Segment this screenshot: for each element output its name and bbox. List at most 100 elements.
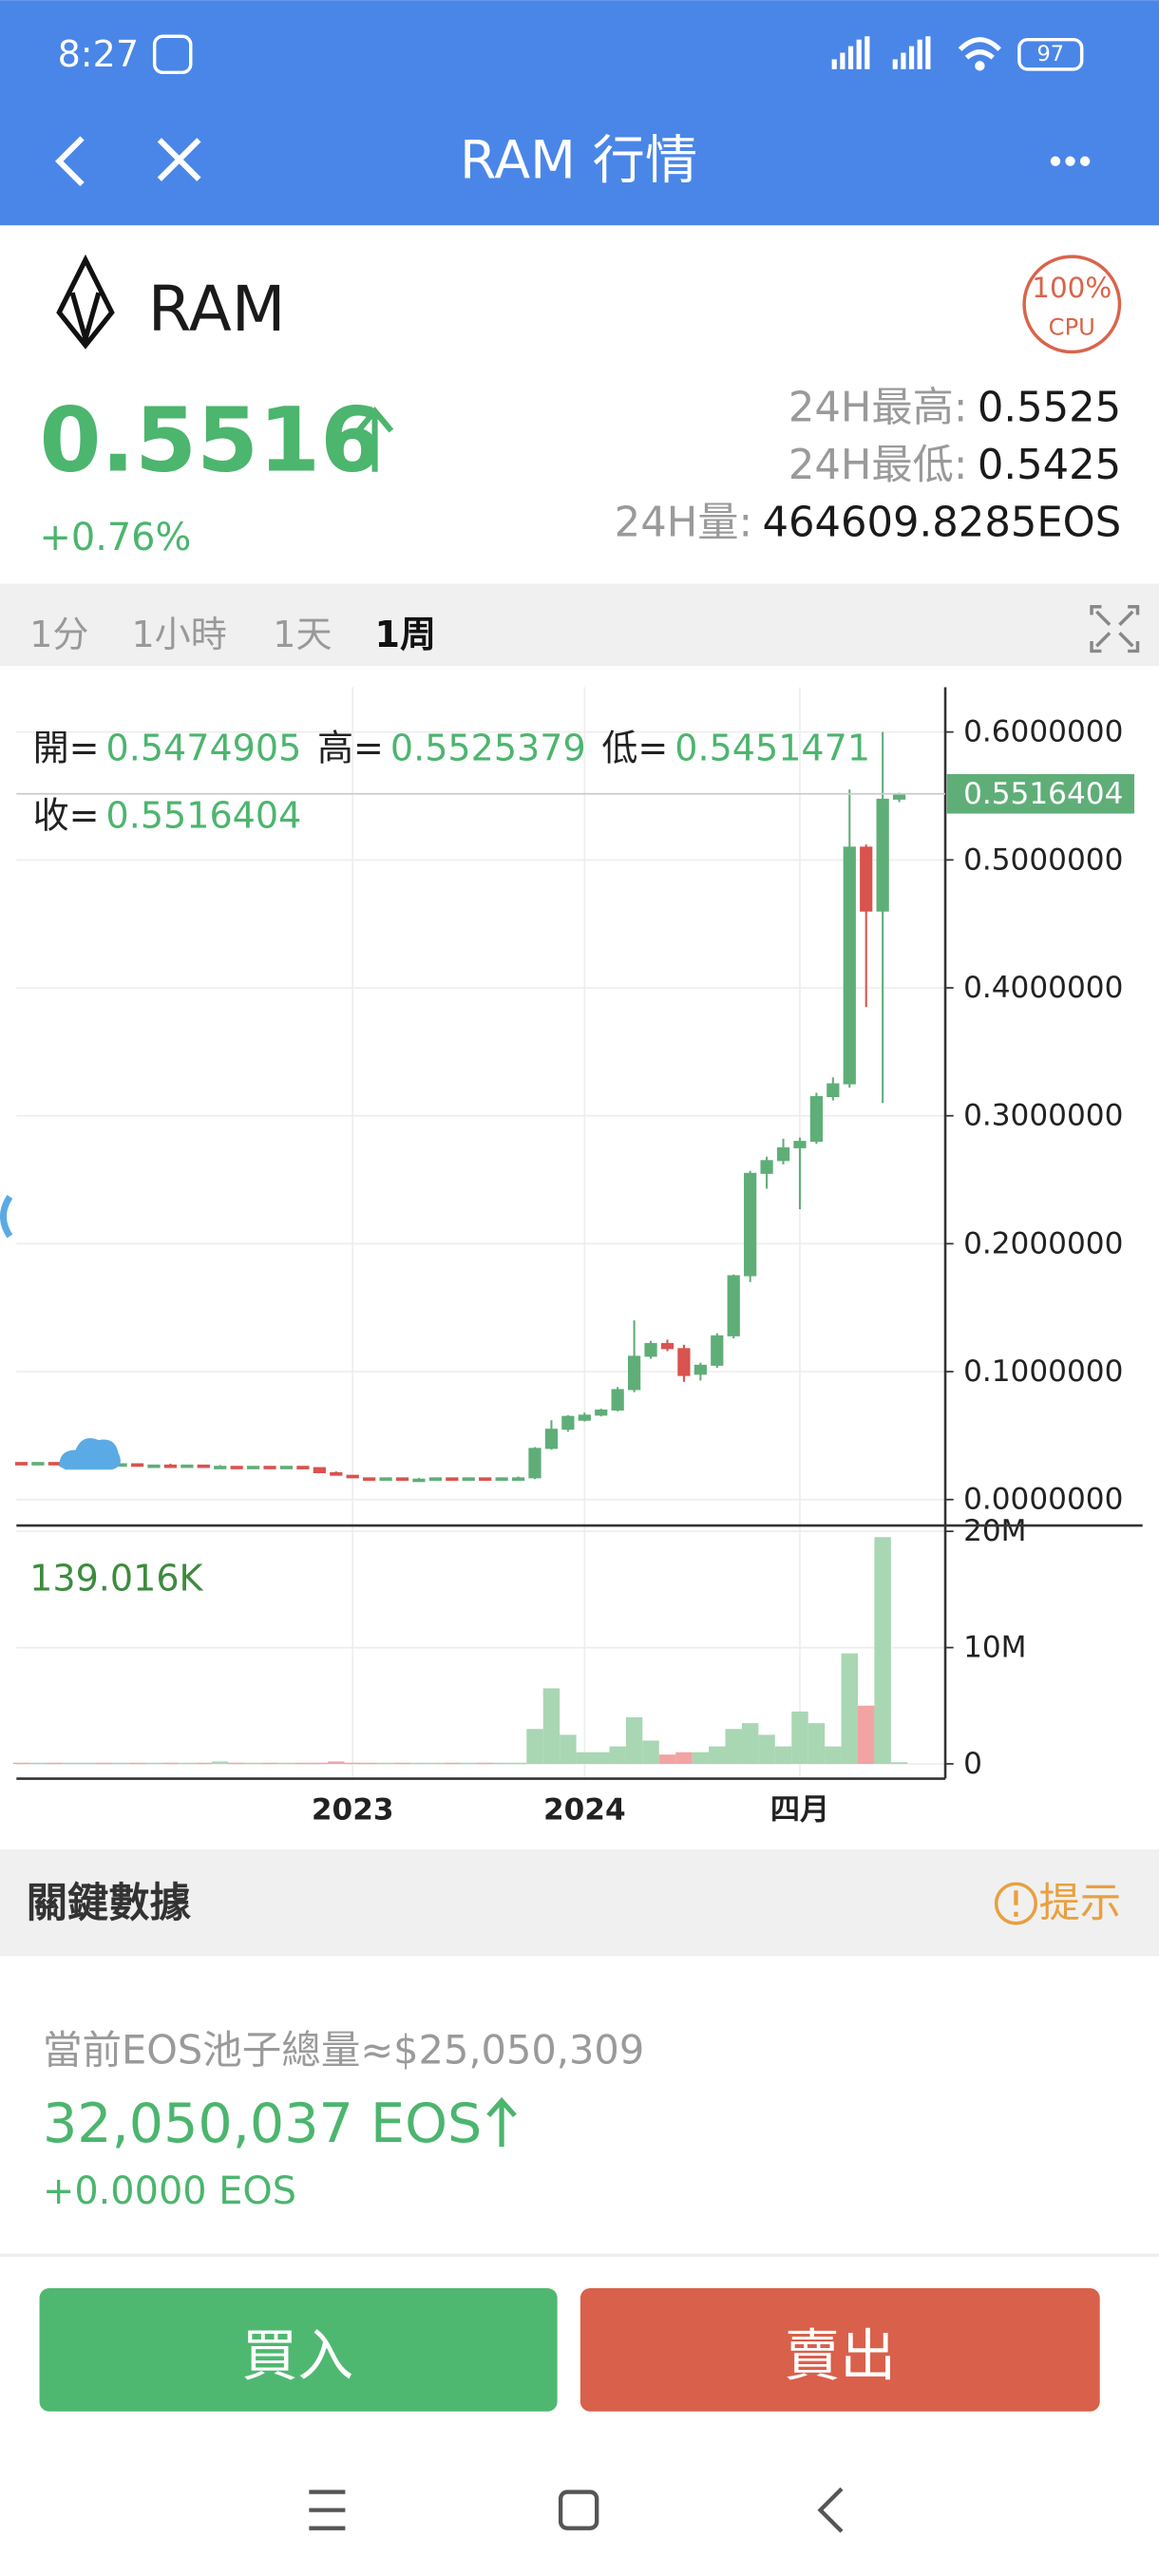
volume-bar	[874, 1537, 891, 1764]
volume-bar	[228, 1762, 245, 1765]
volume-bar	[609, 1746, 626, 1764]
stat-high: 24H最高: 0.5525	[788, 384, 1121, 431]
candle-body	[578, 1414, 591, 1421]
last-price-label: 0.5516404	[963, 777, 1123, 811]
tab[interactable]: 1分	[29, 614, 88, 655]
candle-body	[479, 1477, 492, 1481]
candle-body	[14, 1462, 28, 1466]
tab[interactable]: 1小時	[131, 614, 226, 655]
ohlc-readout: 收= 0.5516404	[33, 794, 302, 836]
pool-label: 當前EOS池子總量≈$25,050,309	[43, 2027, 644, 2074]
ohlc-name: 低=	[601, 728, 668, 769]
volume-bar	[63, 1762, 80, 1765]
volume-bar	[294, 1762, 312, 1765]
candle-body	[163, 1464, 178, 1468]
sell-label: 賣出	[784, 2322, 896, 2388]
candle-body	[860, 846, 873, 912]
candle-body	[528, 1448, 542, 1479]
ohlc-value: 0.5474905	[106, 728, 302, 769]
candle-body	[180, 1464, 194, 1468]
eos-logo	[56, 254, 115, 350]
x-tick-label: 2024	[543, 1792, 626, 1827]
hint-link[interactable]: 提示	[1039, 1880, 1122, 1927]
price: 0.5516	[40, 388, 383, 492]
candle-body	[677, 1348, 691, 1376]
candle-body	[644, 1342, 657, 1357]
stat-low: 24H最低: 0.5425	[788, 442, 1121, 489]
home-key[interactable]	[558, 2490, 599, 2530]
badge-bottom: CPU	[1049, 314, 1095, 341]
volume-bar	[709, 1746, 726, 1764]
candle-body	[48, 1462, 61, 1466]
cpu-badge[interactable]	[1022, 255, 1122, 354]
volume-bar	[79, 1762, 96, 1765]
hint-icon[interactable]	[994, 1882, 1037, 1925]
volume-bar	[675, 1752, 693, 1764]
stat-volume: 24H量: 464609.8285EOS	[615, 499, 1122, 546]
candle-body	[214, 1466, 227, 1469]
volume-bar	[460, 1762, 477, 1765]
volume-bar	[195, 1762, 213, 1765]
volume-bar	[311, 1762, 329, 1765]
status-icon	[152, 34, 193, 75]
y-tick-label: 0.0000000	[963, 1483, 1123, 1517]
ohlc-name: 高=	[317, 728, 384, 769]
x-tick-label: 2023	[312, 1792, 394, 1827]
y-tick-label: 0.6000000	[963, 715, 1123, 749]
up-arrow	[355, 407, 394, 472]
ohlc-readout: 開= 0.5474905	[33, 728, 302, 769]
tab[interactable]: 1周	[375, 614, 437, 655]
watermark-icon	[59, 1438, 121, 1470]
volume-bar	[162, 1762, 180, 1765]
volume-bar	[625, 1717, 643, 1764]
side-handle[interactable]	[0, 1195, 13, 1239]
menu-key[interactable]	[309, 2490, 346, 2530]
volume-bar	[758, 1734, 775, 1764]
candle-body	[793, 1141, 807, 1148]
buy-label: 買入	[241, 2322, 353, 2388]
volume-bar	[642, 1740, 659, 1764]
close-button[interactable]	[157, 138, 201, 181]
chart: 0.0000000 0.1000000 0.2000000 0.3000000 0.40…	[12, 687, 1143, 1827]
candle-body	[727, 1275, 740, 1336]
volume-bar	[526, 1729, 543, 1764]
token-name: RAM	[148, 273, 286, 346]
candle-body	[776, 1146, 790, 1162]
volume-bar	[658, 1754, 676, 1764]
candle-body	[279, 1466, 294, 1469]
candle-body	[760, 1160, 773, 1174]
volume-bar	[179, 1762, 196, 1765]
y-tick-label: 0.3000000	[963, 1099, 1123, 1133]
candle-body	[246, 1466, 260, 1469]
volume-bar	[12, 1762, 30, 1765]
ohlc-name: 開=	[33, 728, 100, 769]
back-key[interactable]	[817, 2487, 844, 2533]
tab[interactable]: 1天	[273, 614, 332, 655]
more-button[interactable]	[1050, 156, 1091, 166]
y2-tick-label: 10M	[963, 1631, 1026, 1665]
candle-body	[147, 1464, 161, 1468]
fullscreen-button[interactable]	[1090, 604, 1140, 653]
buy-button[interactable]	[39, 2288, 558, 2412]
candle-body	[561, 1415, 575, 1430]
sell-button[interactable]	[580, 2288, 1100, 2412]
y-tick-label: 0.4000000	[963, 971, 1123, 1005]
y2-tick-label: 0	[963, 1747, 982, 1781]
candle-body	[595, 1409, 608, 1416]
candle-body	[395, 1477, 409, 1481]
volume-bar	[542, 1688, 560, 1764]
ohlc-value: 0.5451471	[674, 728, 870, 769]
candle-body	[544, 1429, 559, 1449]
back-button[interactable]	[55, 136, 85, 187]
x-tick-label: 四月	[770, 1792, 829, 1827]
volume-bar	[328, 1761, 345, 1764]
volume-bar	[145, 1762, 162, 1765]
volume-bar	[212, 1761, 229, 1764]
volume-bar	[95, 1762, 113, 1765]
volume-bar	[560, 1734, 577, 1764]
candle-body	[711, 1335, 724, 1366]
volume-bar	[360, 1762, 378, 1765]
volume-bar	[808, 1723, 826, 1764]
volume-bar	[112, 1762, 129, 1765]
